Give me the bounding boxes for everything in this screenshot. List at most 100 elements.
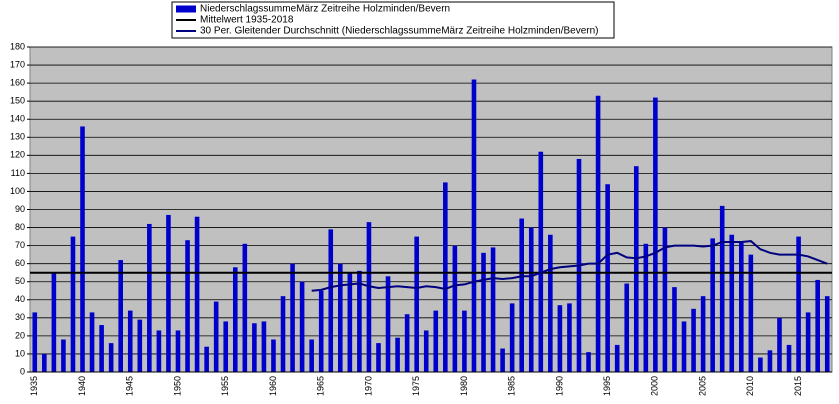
x-tick-label: 1960 (268, 376, 278, 396)
y-tick-label: 60 (15, 258, 25, 268)
bar (108, 343, 114, 372)
bar (70, 236, 76, 372)
x-tick-label: 1975 (411, 376, 421, 396)
bar (767, 350, 773, 372)
bar (433, 310, 439, 372)
y-tick-label: 150 (10, 96, 25, 106)
bar (42, 353, 47, 372)
bar (643, 243, 649, 372)
y-tick-label: 90 (15, 204, 25, 214)
bar (605, 184, 610, 372)
bar (166, 214, 171, 372)
bar (710, 238, 715, 372)
bar (204, 346, 209, 372)
bar (127, 310, 133, 372)
bar (328, 229, 334, 372)
bar (32, 312, 38, 372)
y-tick-label: 110 (11, 168, 25, 178)
y-tick-label: 120 (10, 150, 25, 160)
bar (528, 227, 534, 372)
bar (61, 339, 66, 372)
bar (538, 151, 544, 372)
bar (691, 308, 696, 372)
bar (672, 287, 677, 372)
x-tick-label: 1985 (507, 376, 517, 396)
bar (738, 242, 744, 372)
bar (318, 290, 324, 372)
bar (299, 281, 305, 372)
x-tick-label: 2005 (697, 376, 707, 396)
x-tick-label: 1955 (220, 376, 230, 396)
bar (786, 344, 792, 372)
y-tick-label: 20 (15, 330, 25, 340)
y-tick-label: 130 (10, 132, 25, 142)
bar (376, 343, 381, 372)
y-tick-label: 10 (15, 348, 25, 358)
bar (357, 270, 362, 372)
bar (213, 301, 219, 372)
moving-average-line (311, 240, 828, 292)
y-tick-label: 80 (15, 222, 25, 232)
bar (700, 296, 706, 372)
bar (681, 321, 687, 372)
x-tick-label: 1970 (363, 376, 373, 396)
bar (175, 330, 181, 372)
bar (824, 296, 830, 372)
bar (89, 312, 95, 372)
bar (309, 339, 314, 372)
bar (471, 79, 477, 372)
x-tick-label: 1950 (172, 376, 182, 396)
bar (280, 296, 286, 372)
bar (99, 325, 104, 372)
x-tick-label: 2015 (793, 376, 803, 396)
bar (462, 310, 467, 372)
legend: NiederschlagssummeMärz Zeitreihe Holzmin… (171, 1, 615, 39)
legend-label: NiederschlagssummeMärz Zeitreihe Holzmin… (200, 4, 450, 15)
bar (290, 263, 295, 372)
legend-box (171, 1, 615, 39)
bar (519, 218, 525, 372)
bar (261, 321, 267, 372)
bar (500, 348, 505, 372)
bar (242, 243, 248, 372)
bar (347, 272, 353, 372)
legend-swatch (176, 5, 196, 13)
bar (385, 276, 391, 372)
bar (614, 344, 620, 372)
bar (719, 205, 725, 372)
bar (252, 323, 257, 372)
y-tick-label: 170 (10, 59, 25, 69)
bar (118, 260, 124, 372)
y-tick-label: 70 (15, 240, 25, 250)
y-tick-label: 100 (10, 186, 25, 196)
y-tick-label: 140 (10, 114, 25, 124)
bar (548, 234, 553, 372)
bar (490, 247, 496, 372)
legend-label: Mittelwert 1935-2018 (200, 15, 294, 26)
bar (624, 283, 630, 372)
legend-label: 30 Per. Gleitender Durchschnitt (Nieders… (200, 26, 599, 37)
bar (586, 352, 591, 372)
bar (337, 263, 343, 372)
bar (653, 97, 658, 373)
bar (223, 321, 229, 372)
bar (194, 216, 200, 372)
bar (395, 337, 400, 372)
bar (452, 245, 458, 372)
x-tick-label: 1980 (459, 376, 469, 396)
x-tick-label: 1990 (554, 376, 564, 396)
bar (232, 267, 238, 372)
x-tick-label: 2010 (745, 376, 755, 396)
bar (748, 254, 754, 372)
bar (758, 357, 763, 372)
bar (185, 240, 190, 372)
y-tick-label: 180 (10, 41, 25, 51)
x-tick-label: 1965 (316, 376, 326, 396)
bar (51, 272, 57, 372)
y-tick-label: 160 (10, 77, 25, 87)
bar (777, 317, 782, 372)
y-tick-label: 0 (20, 366, 25, 376)
bar (481, 252, 486, 372)
y-tick-label: 50 (15, 276, 25, 286)
bar (662, 227, 668, 372)
